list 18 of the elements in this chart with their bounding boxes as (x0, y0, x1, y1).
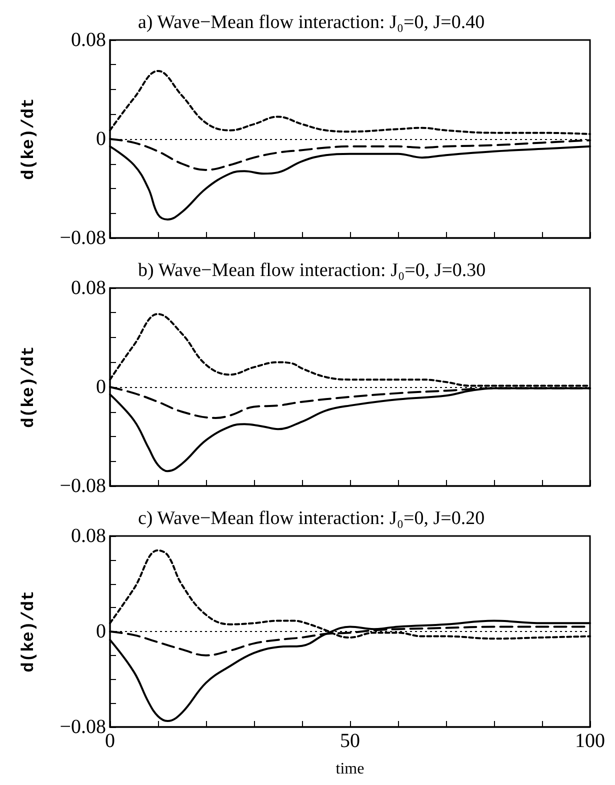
y-tick-label: 0.08 (71, 277, 106, 299)
y-tick-label: 0 (96, 128, 106, 150)
y-axis-title: d(ke)/dt (20, 590, 39, 672)
chart-title: a) Wave−Mean flow interaction: J₀=0, J=0.40 (138, 12, 485, 33)
y-tick-label: 0 (96, 376, 106, 398)
y-tick-label: 0.08 (71, 525, 106, 547)
x-tick-label: 50 (340, 730, 360, 752)
y-tick-label: 0 (96, 620, 106, 642)
x-tick-label: 100 (575, 730, 605, 752)
x-axis-title: time (336, 760, 364, 778)
y-axis-title: d(ke)/dt (20, 346, 39, 428)
y-tick-label: −0.08 (60, 716, 106, 738)
chart-title: b) Wave−Mean flow interaction: J₀=0, J=0.30 (138, 260, 486, 281)
y-tick-label: 0.08 (71, 29, 106, 51)
y-tick-label: −0.08 (60, 475, 106, 497)
chart-title: c) Wave−Mean flow interaction: J₀=0, J=0.20 (138, 508, 485, 529)
y-axis-title: d(ke)/dt (20, 98, 39, 180)
y-tick-label: −0.08 (60, 227, 106, 249)
